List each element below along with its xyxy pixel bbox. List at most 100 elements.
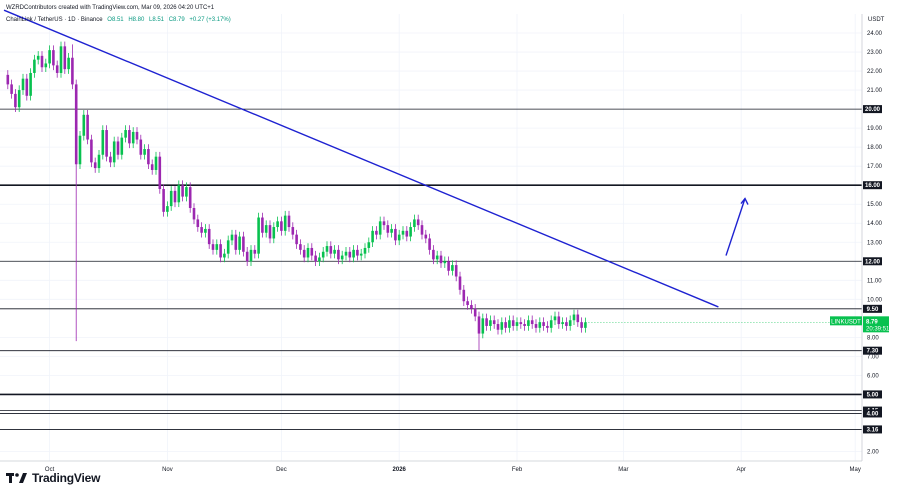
level-label: 5.00 xyxy=(867,392,879,398)
candle-body xyxy=(333,249,336,254)
level-label-box xyxy=(863,346,882,355)
candle-body xyxy=(245,251,249,262)
trendline[interactable] xyxy=(3,9,719,308)
candle-body xyxy=(546,325,549,328)
candle-body xyxy=(188,187,192,209)
time-tick-label: May xyxy=(850,467,861,473)
candle-body xyxy=(272,227,276,239)
candle-body xyxy=(264,225,268,233)
candle-body xyxy=(230,234,234,241)
candle-body xyxy=(477,316,481,334)
candle-body xyxy=(428,238,431,250)
symbol-badge xyxy=(830,316,862,326)
tradingview-logo-text: TradingView xyxy=(32,471,101,485)
candle-body xyxy=(397,234,401,241)
time-tick-label: 2026 xyxy=(393,467,407,473)
level-label-box xyxy=(863,409,882,418)
candle-body xyxy=(435,255,439,260)
candle-body xyxy=(481,318,485,334)
level-label: 3.16 xyxy=(867,427,879,433)
candle-body xyxy=(29,72,32,96)
tradingview-logo-icon xyxy=(6,473,27,483)
currency-unit: USDT xyxy=(868,17,885,23)
candle-body xyxy=(416,219,420,226)
candle-body xyxy=(207,228,211,245)
candle-body xyxy=(325,246,329,252)
candle-body xyxy=(211,244,215,250)
candle-body xyxy=(234,234,238,250)
candle-body xyxy=(93,162,97,169)
level-label: 9.50 xyxy=(867,307,879,313)
price-axis[interactable]: 24.00 23.00 22.00 21.00 19.00 18.00 17.00 15.00… xyxy=(867,31,883,455)
candle-body xyxy=(409,227,412,237)
candle-body xyxy=(337,249,340,260)
candle-body xyxy=(63,46,67,70)
price-tick-label: 23.00 xyxy=(867,50,883,56)
candle-body xyxy=(242,236,245,252)
candle-body xyxy=(534,324,538,328)
candle-body xyxy=(454,265,458,277)
candle-body xyxy=(504,322,507,328)
candle-body xyxy=(52,50,55,66)
candle-body xyxy=(458,276,462,290)
candle-body xyxy=(530,320,534,325)
candle-body xyxy=(462,289,466,302)
candle-body xyxy=(568,320,572,326)
candle-body xyxy=(55,65,59,73)
candle-body xyxy=(386,225,390,233)
candle-body xyxy=(44,63,48,68)
candle-body xyxy=(97,154,101,169)
candle-body xyxy=(371,230,374,243)
candle-body xyxy=(553,316,557,321)
candle-body xyxy=(147,149,150,165)
candle-body xyxy=(485,318,488,326)
candle-body xyxy=(109,156,112,163)
time-axis[interactable]: Oct Nov Dec 2026 Feb Mar Apr May xyxy=(45,467,861,473)
candle-body xyxy=(177,185,181,203)
candle-body xyxy=(105,130,108,157)
symbol-legend[interactable]: ChainLink / TetherUS · 1D · Binance O8.5… xyxy=(6,17,234,23)
candle-body xyxy=(181,185,184,197)
candle-body xyxy=(128,130,131,144)
candle-body xyxy=(424,234,428,239)
candle-body xyxy=(561,322,564,325)
candle-body xyxy=(401,230,405,235)
level-label-box xyxy=(863,181,882,190)
candle-body xyxy=(549,320,553,328)
candle-body xyxy=(238,236,241,250)
candle-body xyxy=(405,230,409,237)
candle-body xyxy=(33,59,36,73)
price-tick-label: 22.00 xyxy=(867,69,883,75)
candle-body xyxy=(150,164,154,170)
price-tick-label: 19.00 xyxy=(867,126,883,132)
candle-body xyxy=(363,247,367,254)
candle-body xyxy=(359,253,363,256)
candle-body xyxy=(580,322,583,328)
price-badge-countdown: 20:39:51 xyxy=(866,326,890,332)
tradingview-logo[interactable]: TradingView xyxy=(6,471,100,485)
candle-body xyxy=(143,149,146,155)
candle-body xyxy=(367,242,371,248)
price-badge xyxy=(863,316,889,333)
price-badges: 20.0016.0012.009.507.305.004.154.003.16L… xyxy=(830,105,890,434)
candle-body xyxy=(40,55,44,68)
candle-body xyxy=(348,251,352,258)
candle-body xyxy=(394,228,397,241)
candle-body xyxy=(74,84,78,165)
candle-body xyxy=(321,251,325,258)
candle-body xyxy=(71,57,74,85)
change-value: +0.27 (+3.17%) xyxy=(189,17,231,23)
candle-body xyxy=(253,249,257,254)
candle-body xyxy=(500,322,504,330)
candle-body xyxy=(287,215,291,228)
level-label-box xyxy=(863,304,882,313)
candle-body xyxy=(508,320,511,328)
candle-body xyxy=(59,46,63,73)
arrow-line[interactable] xyxy=(725,198,746,256)
candle-body xyxy=(557,316,561,325)
candle-body xyxy=(470,305,473,309)
candle-body xyxy=(340,255,344,260)
candle-body xyxy=(375,230,378,235)
candle-body xyxy=(390,228,393,233)
